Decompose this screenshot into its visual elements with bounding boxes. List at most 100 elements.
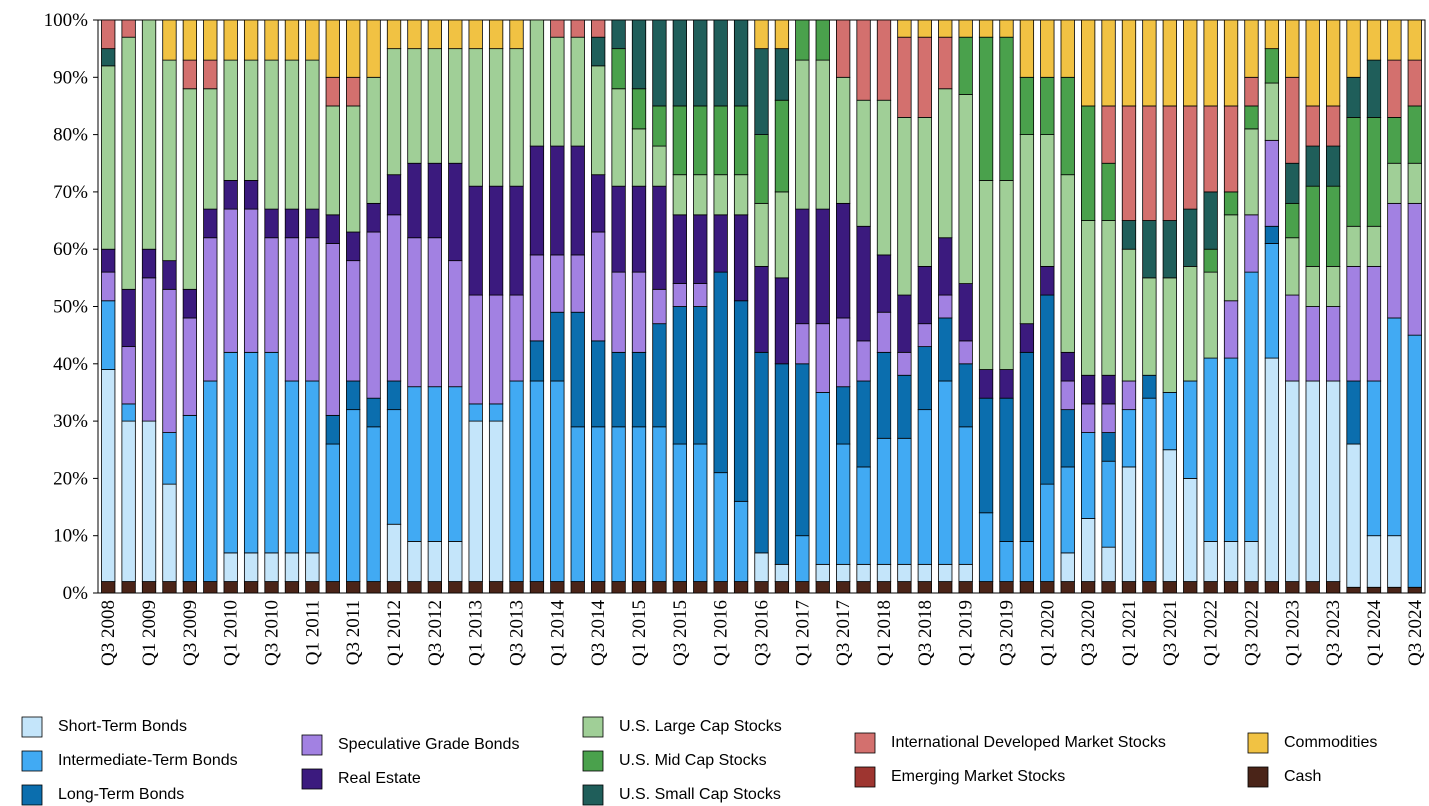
y-tick-label: 0%	[63, 583, 89, 604]
bar-segment	[1121, 220, 1137, 250]
bar-segment	[1366, 586, 1382, 594]
bar-segment	[141, 248, 157, 279]
bar-segment	[611, 48, 626, 90]
bar-segment	[591, 426, 606, 582]
bar-segment	[488, 581, 504, 594]
bar-segment	[591, 174, 606, 233]
bar-segment	[203, 581, 218, 594]
bar-segment	[284, 208, 300, 239]
bar-segment	[1101, 374, 1116, 405]
bar-segment	[101, 65, 116, 250]
bar-segment	[407, 237, 422, 388]
bar-segment	[938, 294, 953, 319]
bar-segment	[917, 581, 932, 594]
bar-segment	[631, 19, 647, 90]
bar-segment	[631, 128, 647, 187]
bar-segment	[672, 214, 687, 284]
bar-segment	[938, 237, 953, 296]
bar-segment	[1407, 334, 1422, 588]
bar-segment	[529, 145, 545, 256]
bar-segment	[223, 351, 238, 554]
bar-segment	[243, 59, 259, 181]
bar-segment	[1101, 403, 1116, 433]
bar-segment	[938, 19, 953, 38]
bar-segment	[1244, 105, 1259, 130]
bar-segment	[672, 283, 687, 307]
bar-segment	[631, 581, 647, 594]
bar-segment	[448, 541, 463, 582]
bar-segment	[448, 260, 463, 388]
legend-label: International Developed Market Stocks	[891, 734, 1166, 751]
x-tick-label: Q1 2019	[956, 600, 977, 666]
bar-segment	[1285, 380, 1300, 582]
legend-swatch	[301, 734, 323, 756]
bar-segment	[611, 19, 626, 50]
bar-segment	[774, 48, 790, 101]
bar-segment	[713, 19, 728, 107]
x-tick-label: Q3 2022	[1241, 600, 1262, 666]
bar-segment	[407, 541, 422, 582]
bar-segment	[591, 231, 606, 342]
bar-segment	[448, 581, 463, 594]
bar-segment	[1162, 449, 1177, 582]
bar-segment	[631, 351, 647, 428]
bar-segment	[1264, 581, 1280, 594]
bar-segment	[836, 202, 851, 319]
bar-segment	[815, 581, 830, 594]
bar-segment	[325, 243, 340, 416]
bar-segment	[182, 581, 198, 594]
bar-segment	[815, 19, 830, 61]
bar-segment	[856, 225, 871, 342]
bar-segment	[101, 248, 116, 273]
legend-label: U.S. Mid Cap Stocks	[619, 752, 767, 769]
bar-segment	[1142, 19, 1157, 107]
bar-segment	[693, 214, 708, 284]
bar-segment	[1081, 19, 1096, 107]
bar-segment	[1121, 248, 1137, 382]
bar-segment	[141, 277, 157, 422]
x-tick-label: Q1 2022	[1201, 600, 1222, 666]
y-tick-label: 90%	[53, 67, 88, 88]
bar-segment	[897, 36, 912, 118]
x-tick-label: Q3 2015	[670, 600, 691, 666]
bar-segment	[488, 19, 504, 50]
bar-segment	[1203, 357, 1218, 542]
bar-segment	[1203, 19, 1218, 107]
bar-segment	[1285, 294, 1300, 382]
bar-segment	[264, 581, 279, 594]
bar-segment	[795, 323, 810, 365]
bar-segment	[836, 386, 851, 445]
bar-segment	[1060, 581, 1075, 594]
bar-segment	[938, 317, 953, 382]
bar-segment	[1325, 306, 1341, 382]
bar-segment	[1244, 271, 1259, 542]
bar-segment	[243, 581, 259, 594]
bar-segment	[264, 552, 279, 582]
bar-segment	[1366, 265, 1382, 382]
bar-segment	[652, 581, 667, 594]
bar-segment	[774, 277, 790, 365]
bar-segment	[836, 317, 851, 388]
bar-segment	[856, 466, 871, 565]
bar-segment	[1325, 145, 1341, 187]
bar-segment	[631, 271, 647, 353]
bar-segment	[1305, 145, 1320, 187]
bar-segment	[264, 19, 279, 61]
legend-swatch	[582, 750, 604, 772]
bar-segment	[1183, 19, 1198, 107]
bar-segment	[346, 231, 361, 262]
bar-segment	[897, 563, 912, 582]
bar-segment	[856, 99, 871, 227]
bar-segment	[1040, 134, 1055, 267]
legend-label: Speculative Grade Bonds	[338, 736, 519, 753]
bar-segment	[1162, 392, 1177, 451]
bar-segment	[1387, 317, 1402, 537]
bar-segment	[121, 288, 136, 348]
bar-segment	[305, 581, 320, 594]
x-tick-label: Q3 2016	[752, 600, 773, 666]
bar-segment	[284, 59, 300, 210]
bar-segment	[815, 392, 830, 565]
bar-segment	[1019, 323, 1035, 353]
bar-segment	[611, 88, 626, 187]
x-tick-label: Q1 2009	[139, 600, 160, 666]
